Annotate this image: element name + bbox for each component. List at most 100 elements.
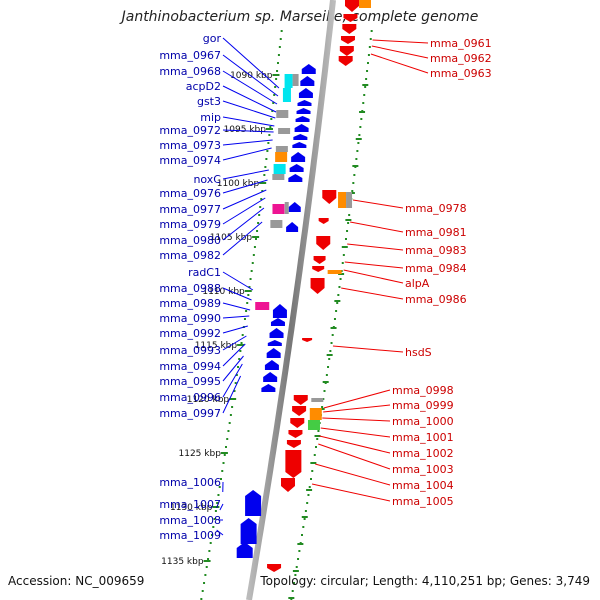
left-gene-label: mma_0997 [159,407,221,420]
left-leader-line [222,302,251,311]
track-dot [365,78,368,80]
right-gene-label: hsdS [405,346,432,359]
track-dot [302,526,305,528]
right-gene-label: mma_0986 [405,293,467,306]
track-dot [218,486,221,488]
track-dot [363,94,366,96]
left-gene-label: mma_0995 [159,375,221,388]
reverse-gene-arrow [339,46,354,56]
track-dot [321,406,324,408]
track-dot [314,446,317,448]
track-dot [275,78,278,80]
left-gene-label: mma_0988 [159,282,221,295]
track-dot [245,310,248,312]
reverse-gene-arrow [292,406,307,416]
track-dot [213,518,216,520]
left-gene-label: gst3 [197,95,221,108]
track-dot [330,342,333,344]
cog-colored-box [275,146,288,152]
right-gene-label: mma_0983 [405,244,467,257]
track-dot [211,534,214,536]
left-leader-line [222,271,254,291]
left-gene-label: mma_0974 [159,154,221,167]
right-leader-line [323,389,391,409]
left-gene-label: mma_0996 [159,391,221,404]
right-leader-line [318,443,391,470]
gene-labels: gormma_0967mma_0968acpD2gst3mipmma_0972m… [159,32,491,542]
right-gene-label: mma_1002 [392,447,454,460]
cog-colored-box [311,398,324,402]
cog-colored-box [346,192,353,208]
track-dot [200,598,203,600]
kbp-label: 1120 kbp [187,395,230,405]
track-dot [364,86,367,88]
left-gene-label: mma_0976 [159,187,221,200]
track-dot [303,518,306,520]
left-gene-label: mma_0993 [159,344,221,357]
track-dot [341,262,344,264]
track-dot [369,38,372,40]
reverse-gene-arrow [310,278,325,294]
accession-text: Accession: NC_009659 [8,574,145,588]
track-dot [268,134,271,136]
forward-gene-arrow [291,152,306,162]
left-gene-label: mma_0979 [159,218,221,231]
forward-gene-arrow [270,318,285,326]
kbp-label: 1135 kbp [161,557,204,567]
minor-tick [288,597,295,599]
track-dot [360,118,363,120]
track-dot [356,150,359,152]
major-tick [259,182,267,184]
gene-features [236,0,371,572]
right-leader-line [344,261,404,269]
left-gene-label: gor [203,32,222,45]
track-dot [273,94,276,96]
cog-colored-box [327,270,342,274]
cog-colored-box [278,128,291,134]
right-gene-label: mma_1005 [392,495,454,508]
track-dot [301,534,304,536]
track-dot [226,438,229,440]
minor-tick [330,327,337,329]
left-gene-label: mma_0990 [159,312,221,325]
reverse-gene-arrow [338,56,353,66]
track-dot [309,478,312,480]
right-gene-label: mma_0961 [430,37,492,50]
track-dot [237,366,240,368]
forward-gene-arrow [301,64,316,74]
left-leader-line [222,343,246,367]
minor-tick [322,381,329,383]
track-dot [263,174,266,176]
track-dot [316,438,319,440]
track-dot [333,318,336,320]
track-dot [368,46,371,48]
right-leader-line [347,243,404,251]
forward-gene-arrow [269,328,284,338]
track-dot [327,366,330,368]
left-leader-line [222,147,272,161]
track-dot [267,142,270,144]
track-dot [306,502,309,504]
track-dot [204,574,207,576]
track-dot [346,230,349,232]
left-leader-line [222,70,278,105]
minor-tick [310,462,317,464]
track-dot [216,502,219,504]
minor-tick [362,84,369,86]
track-dot [257,222,260,224]
track-dot [252,254,255,256]
reverse-gene-arrow [285,450,302,478]
track-dot [328,358,331,360]
track-dot [329,350,332,352]
track-dot [251,262,254,264]
right-gene-label: mma_0963 [430,67,492,80]
track-dot [266,150,269,152]
left-gene-label: mma_1008 [159,514,221,527]
left-gene-label: mma_0968 [159,65,221,78]
left-gene-label: mma_0982 [159,249,221,262]
reverse-gene-arrow [345,0,359,12]
reverse-gene-arrow [316,236,331,250]
forward-gene-arrow [298,88,313,98]
reverse-gene-arrow [322,190,337,204]
right-gene-label: mma_0999 [392,399,454,412]
